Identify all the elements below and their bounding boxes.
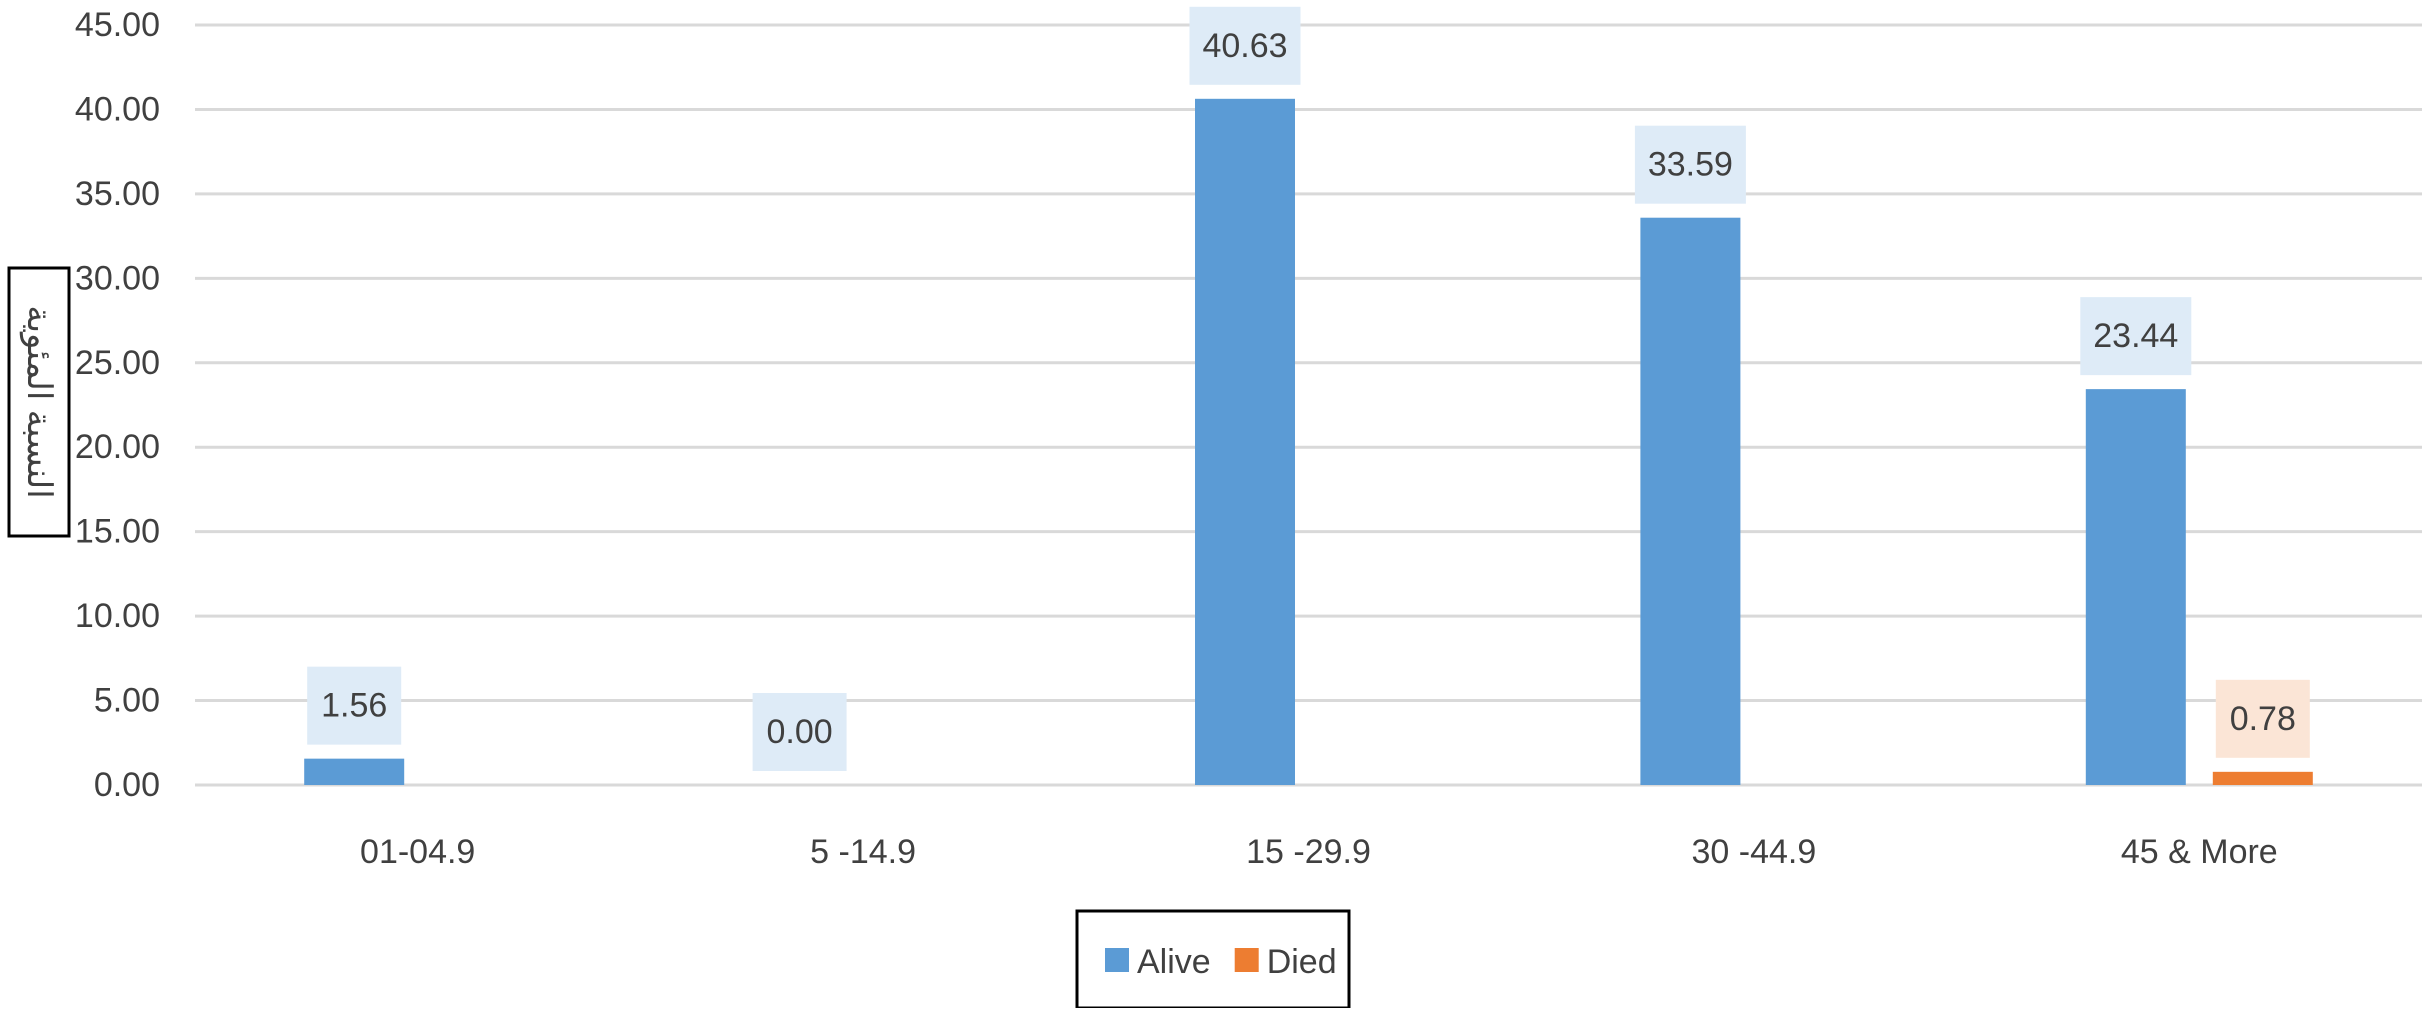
y-axis-ticks: 0.00 5.00 10.00 15.00 20.00 25.00 30.00 35.00 40… xyxy=(75,6,160,804)
x-tick-label: 45 & More xyxy=(2121,833,2278,871)
data-label-bg xyxy=(1189,6,1301,85)
legend: Alive Died xyxy=(1075,909,1351,1010)
data-label-bg xyxy=(307,666,402,745)
legend-label-alive: Alive xyxy=(1137,943,1211,981)
bar-alive xyxy=(1195,98,1295,785)
legend-swatch-died xyxy=(1234,948,1259,972)
y-tick-label: 15.00 xyxy=(75,513,160,551)
data-labels: 1.56 0.00 40.63 33.59 23.44 0.78 xyxy=(307,6,2310,771)
y-tick-label: 20.00 xyxy=(75,428,160,466)
y-tick-label: 0.00 xyxy=(94,766,160,804)
data-label: 33.59 xyxy=(1648,146,1733,184)
x-tick-label: 15 -29.9 xyxy=(1246,833,1371,871)
bar-died xyxy=(2212,771,2313,785)
bar-alive xyxy=(1640,217,1741,786)
y-tick-label: 5.00 xyxy=(94,682,160,720)
data-label: 40.63 xyxy=(1202,27,1287,65)
y-axis-title-group: النسبة المئوية xyxy=(7,266,71,538)
data-label: 23.44 xyxy=(2093,317,2178,355)
y-tick-label: 40.00 xyxy=(75,90,160,128)
data-label: 0.00 xyxy=(767,713,833,751)
y-tick-label: 25.00 xyxy=(75,344,160,382)
data-label: 0.78 xyxy=(2230,700,2296,738)
y-tick-label: 35.00 xyxy=(75,175,160,213)
bar-alive xyxy=(304,758,405,785)
data-label-bg xyxy=(1634,125,1746,204)
y-tick-label: 10.00 xyxy=(75,597,160,635)
data-label-bg xyxy=(2215,679,2310,758)
gridlines xyxy=(195,23,2422,787)
data-label-bg xyxy=(2080,297,2192,376)
y-tick-label: 45.00 xyxy=(75,6,160,44)
bars xyxy=(304,98,2313,786)
x-tick-label: 30 -44.9 xyxy=(1692,833,1817,871)
legend-swatch-alive xyxy=(1105,948,1129,972)
y-axis-title: النسبة المئوية xyxy=(19,305,58,498)
y-axis-title-box xyxy=(7,266,71,538)
x-axis-ticks: 01-04.9 5 -14.9 15 -29.9 30 -44.9 45 & More xyxy=(360,833,2278,871)
data-label: 1.56 xyxy=(321,687,387,725)
x-tick-label: 01-04.9 xyxy=(360,833,475,871)
data-label-bg xyxy=(752,693,847,771)
y-tick-label: 30.00 xyxy=(75,259,160,297)
bar-alive xyxy=(2085,389,2186,785)
legend-label-died: Died xyxy=(1267,943,1337,981)
x-tick-label: 5 -14.9 xyxy=(810,833,916,871)
